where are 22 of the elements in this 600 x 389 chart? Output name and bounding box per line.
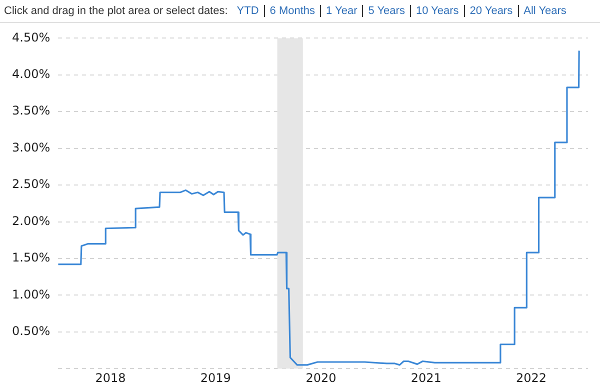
y-tick-label: 1.50% — [12, 250, 50, 265]
text: 10 Years — [410, 5, 464, 17]
x-tick-label: 2018 — [95, 370, 126, 385]
y-tick-label: 4.50% — [12, 30, 50, 44]
y-tick-label: 3.00% — [12, 140, 50, 154]
x-tick-label: 2020 — [306, 370, 336, 385]
text: Click and drag in the plot area or select dates: — [4, 5, 228, 17]
y-tick-label: 1.00% — [12, 287, 50, 302]
text: 1 Year — [320, 5, 362, 17]
y-tick-label: 2.00% — [12, 214, 50, 228]
x-tick-label: 2019 — [200, 370, 231, 385]
y-tick-label: 2.50% — [12, 177, 50, 192]
text: YTD — [236, 5, 260, 17]
text: 20 Years — [464, 5, 518, 17]
y-tick-label: 0.50% — [12, 324, 50, 338]
x-tick-label: 2021 — [410, 370, 442, 385]
text: 6 Months — [264, 5, 320, 17]
y-tick-label: 3.50% — [12, 104, 50, 118]
y-tick-label: 4.00% — [12, 67, 50, 82]
text: All Years — [518, 5, 572, 17]
text: 5 Years — [362, 5, 410, 17]
x-tick-label: 2022 — [516, 370, 547, 385]
